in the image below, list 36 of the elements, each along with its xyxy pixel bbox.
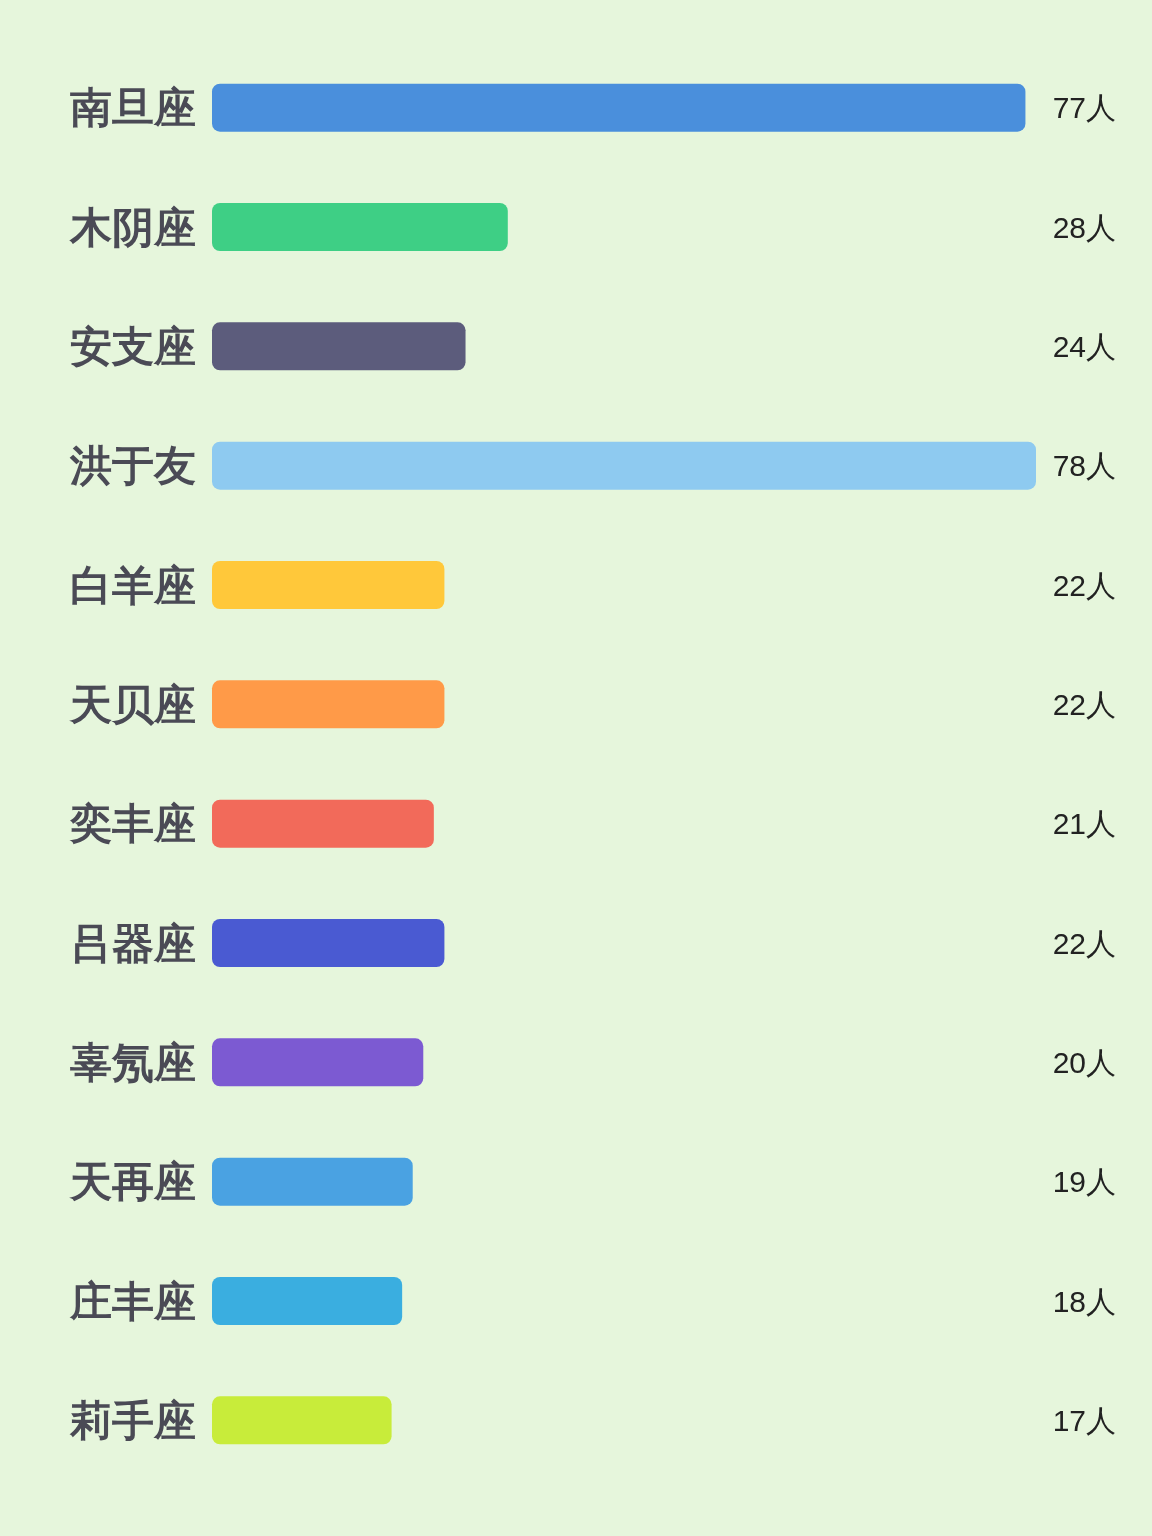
y-tick-label: 木阴座 [69,203,196,251]
data-label: 22人 [1052,926,1116,960]
bar [212,561,445,609]
y-tick-label: 天再座 [69,1158,196,1206]
y-tick-label: 奕丰座 [69,800,196,848]
bar [212,799,434,848]
data-label: 22人 [1052,687,1116,721]
y-tick-label: 辜氖座 [70,1038,196,1086]
data-label: 78人 [1052,449,1116,483]
data-label: 18人 [1052,1284,1116,1318]
bar [212,680,445,729]
data-label: 21人 [1052,807,1116,841]
bar [212,203,508,251]
y-tick-label: 安支座 [70,322,196,370]
y-tick-label: 莉手座 [69,1396,196,1444]
bar [212,1277,403,1325]
bar [212,919,445,967]
y-tick-label: 南旦座 [70,84,196,132]
data-label: 77人 [1052,91,1116,125]
y-tick-label: 白羊座 [70,561,196,609]
data-label: 17人 [1052,1403,1116,1437]
data-label: 20人 [1052,1045,1116,1079]
y-tick-label: 天贝座 [69,680,196,728]
data-label: 22人 [1052,568,1116,602]
bar [212,1396,392,1445]
data-label: 19人 [1052,1165,1116,1199]
data-label: 28人 [1052,210,1116,244]
bar [212,322,466,371]
y-tick-label: 洪于友 [69,442,196,490]
y-tick-label: 吕器座 [70,919,196,967]
bar [212,83,1026,132]
bar [212,1157,413,1206]
y-tick-label: 庄丰座 [69,1277,196,1325]
data-label: 24人 [1052,329,1116,363]
bar [212,441,1036,490]
bar [212,1038,424,1087]
